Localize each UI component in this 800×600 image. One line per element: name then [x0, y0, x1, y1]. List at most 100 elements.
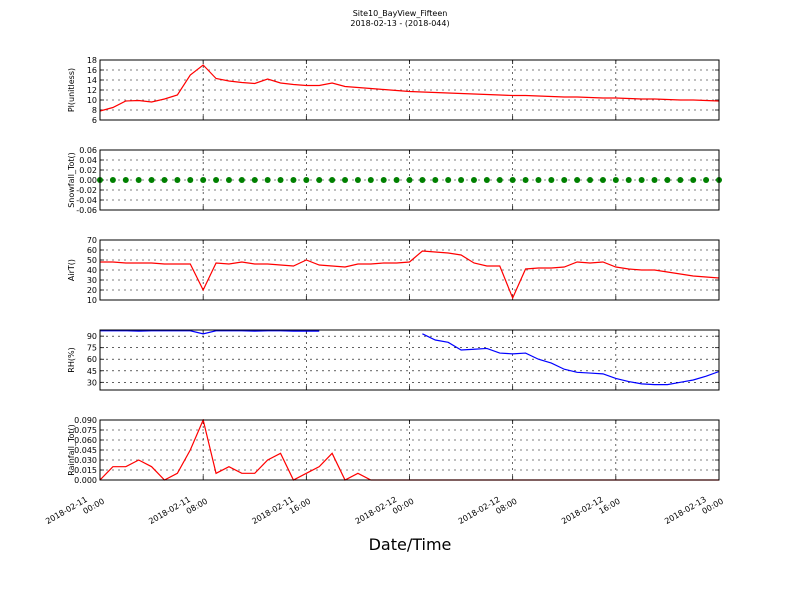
data-point [329, 177, 336, 183]
y-tick-label: 0.045 [74, 446, 97, 455]
data-point [458, 177, 465, 183]
data-point [703, 177, 710, 183]
y-tick-label: 0.02 [79, 166, 97, 175]
data-point [612, 177, 619, 183]
data-point [225, 177, 232, 183]
y-tick-label: 0.075 [74, 426, 97, 435]
data-point [316, 177, 323, 183]
y-tick-label: -0.02 [76, 186, 97, 195]
y-axis-label: Pl(unitless) [67, 68, 76, 112]
y-tick-label: 6 [92, 116, 97, 125]
data-point [651, 177, 658, 183]
y-tick-label: 0.000 [74, 476, 97, 485]
y-tick-label: 0.00 [79, 176, 97, 185]
data-point [419, 177, 426, 183]
y-tick-label: -0.06 [76, 206, 97, 215]
data-point [483, 177, 490, 183]
y-tick-label: 60 [87, 355, 97, 364]
x-axis-label: Date/Time [369, 535, 452, 554]
y-tick-label: 12 [87, 86, 97, 95]
y-tick-label: 0.030 [74, 456, 97, 465]
data-point [496, 177, 503, 183]
y-tick-label: 30 [87, 378, 97, 387]
data-line [100, 330, 719, 386]
y-tick-label: 40 [87, 266, 97, 275]
data-point [354, 177, 361, 183]
data-point [303, 177, 310, 183]
y-axis-label: AirT() [67, 259, 76, 281]
data-point [625, 177, 632, 183]
data-point [277, 177, 284, 183]
chart-title: Site10_BayView_Fifteen [353, 9, 448, 18]
y-tick-label: 8 [92, 106, 97, 115]
y-tick-label: 20 [87, 286, 97, 295]
data-point [522, 177, 529, 183]
y-tick-label: 50 [87, 256, 97, 265]
axes-frame [99, 329, 720, 391]
data-line [100, 250, 719, 300]
y-tick-label: 18 [87, 56, 97, 65]
data-point [432, 177, 439, 183]
data-point [251, 177, 258, 183]
data-point [677, 177, 684, 183]
x-tick-label: 2018-02-1216:00 [560, 488, 622, 535]
y-tick-label: 0.06 [79, 146, 97, 155]
y-axis-label: Snowfall_Tot() [67, 152, 76, 208]
y-axis-label: RH(%) [67, 347, 76, 372]
x-tick-label: 2018-02-1108:00 [147, 488, 209, 535]
axes-frame [99, 239, 720, 301]
y-tick-label: 10 [87, 96, 97, 105]
data-point [599, 177, 606, 183]
data-point [380, 177, 387, 183]
y-tick-label: 16 [87, 66, 97, 75]
data-point [509, 177, 516, 183]
data-point [342, 177, 349, 183]
data-point [535, 177, 542, 183]
data-point [445, 177, 452, 183]
data-line [100, 64, 719, 112]
chart-subtitle: 2018-02-13 - (2018-044) [350, 19, 449, 28]
data-point [200, 177, 207, 183]
data-point [148, 177, 155, 183]
data-point [161, 177, 168, 183]
data-point [264, 177, 271, 183]
data-point [109, 177, 116, 183]
data-point [574, 177, 581, 183]
data-point [238, 177, 245, 183]
data-point [290, 177, 297, 183]
y-tick-label: 14 [87, 76, 97, 85]
data-point [664, 177, 671, 183]
x-tick-label: 2018-02-1116:00 [250, 488, 312, 535]
y-tick-label: 75 [87, 344, 97, 353]
x-tick-label: 2018-02-1200:00 [354, 488, 416, 535]
x-tick-label: 2018-02-1300:00 [663, 488, 725, 535]
y-tick-label: 10 [87, 296, 97, 305]
data-point [470, 177, 477, 183]
y-tick-label: 0.090 [74, 416, 97, 425]
axes-frame [99, 59, 720, 121]
y-tick-label: 30 [87, 276, 97, 285]
y-tick-label: 45 [87, 367, 97, 376]
y-axis-label: Rainfall_Tot() [67, 424, 76, 476]
data-point [393, 177, 400, 183]
data-point [122, 177, 129, 183]
y-tick-label: 60 [87, 246, 97, 255]
axes-frame [99, 419, 720, 481]
data-point [548, 177, 555, 183]
data-point [187, 177, 194, 183]
data-point [587, 177, 594, 183]
data-point [367, 177, 374, 183]
axes-frame [99, 149, 720, 211]
y-tick-label: 70 [87, 236, 97, 245]
data-point [135, 177, 142, 183]
data-point [561, 177, 568, 183]
x-tick-label: 2018-02-1100:00 [44, 488, 106, 535]
y-tick-label: -0.04 [76, 196, 97, 205]
data-point [174, 177, 181, 183]
y-tick-label: 90 [87, 332, 97, 341]
data-point [406, 177, 413, 183]
y-tick-label: 0.015 [74, 466, 97, 475]
data-point [213, 177, 220, 183]
x-tick-label: 2018-02-1208:00 [457, 488, 519, 535]
